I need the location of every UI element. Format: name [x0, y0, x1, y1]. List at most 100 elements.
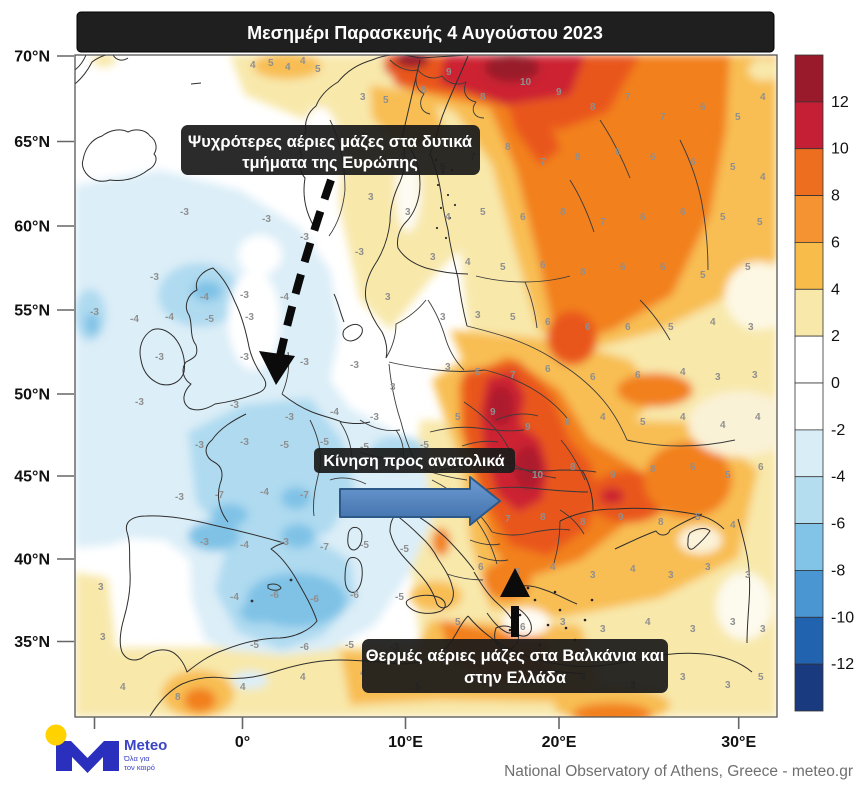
svg-text:7: 7 [510, 370, 516, 381]
svg-text:4: 4 [831, 281, 840, 298]
svg-text:5: 5 [700, 270, 706, 281]
svg-text:-6: -6 [310, 594, 319, 605]
svg-text:10: 10 [520, 77, 532, 88]
svg-text:-10: -10 [831, 609, 854, 626]
svg-text:3: 3 [430, 252, 436, 263]
svg-text:6: 6 [615, 147, 621, 158]
svg-text:3: 3 [668, 570, 674, 581]
svg-text:-6: -6 [300, 642, 309, 653]
svg-text:-3: -3 [240, 352, 249, 363]
svg-text:-4: -4 [260, 487, 269, 498]
svg-text:4: 4 [645, 617, 651, 628]
svg-text:-5: -5 [360, 540, 369, 551]
svg-text:70°N: 70°N [14, 49, 50, 66]
svg-text:7: 7 [505, 514, 511, 525]
svg-text:8: 8 [480, 92, 486, 103]
svg-text:3: 3 [745, 570, 751, 581]
svg-text:Ψυχρότερες αέριες μάζες στα δυ: Ψυχρότερες αέριες μάζες στα δυτικά [188, 133, 472, 151]
svg-text:5: 5 [268, 58, 274, 69]
svg-text:10: 10 [831, 141, 849, 158]
svg-text:6: 6 [650, 152, 656, 163]
svg-text:5: 5 [475, 367, 481, 378]
svg-text:6: 6 [478, 562, 484, 573]
svg-text:-3: -3 [350, 360, 359, 371]
svg-text:0°: 0° [235, 734, 250, 751]
svg-text:8: 8 [175, 692, 181, 703]
svg-text:-3: -3 [175, 492, 184, 503]
svg-text:5: 5 [757, 217, 763, 228]
svg-text:4: 4 [755, 412, 761, 423]
svg-text:4: 4 [240, 682, 246, 693]
svg-text:8: 8 [560, 207, 566, 218]
svg-text:50°N: 50°N [14, 387, 50, 404]
svg-text:-3: -3 [135, 397, 144, 408]
svg-text:-5: -5 [420, 440, 429, 451]
svg-text:τον καιρό: τον καιρό [124, 763, 155, 772]
svg-text:-4: -4 [280, 292, 289, 303]
svg-text:6: 6 [700, 102, 706, 113]
svg-text:-3: -3 [150, 272, 159, 283]
svg-text:3: 3 [405, 207, 411, 218]
svg-text:τμήματα της Ευρώπης: τμήματα της Ευρώπης [242, 154, 418, 172]
svg-text:8: 8 [540, 512, 546, 523]
svg-text:-4: -4 [330, 407, 339, 418]
svg-text:6: 6 [565, 417, 571, 428]
svg-text:-3: -3 [300, 232, 309, 243]
svg-text:6: 6 [545, 317, 551, 328]
svg-text:5: 5 [668, 322, 674, 333]
svg-text:-3: -3 [195, 440, 204, 451]
svg-text:5: 5 [725, 470, 731, 481]
svg-text:Θερμές αέριες μάζες στα Βαλκάν: Θερμές αέριες μάζες στα Βαλκάνια και [366, 647, 665, 665]
svg-text:6: 6 [620, 262, 626, 273]
svg-text:2: 2 [831, 328, 840, 345]
svg-text:12: 12 [831, 94, 849, 111]
svg-text:45°N: 45°N [14, 469, 50, 486]
svg-text:4: 4 [250, 60, 256, 71]
svg-text:-3: -3 [200, 537, 209, 548]
svg-text:3: 3 [760, 624, 766, 635]
svg-text:-5: -5 [395, 592, 404, 603]
svg-text:-3: -3 [240, 437, 249, 448]
svg-text:-5: -5 [205, 314, 214, 325]
svg-text:5: 5 [383, 95, 389, 106]
svg-text:-2: -2 [831, 422, 845, 439]
svg-text:-3: -3 [155, 352, 164, 363]
svg-text:5: 5 [695, 512, 701, 523]
svg-text:Μεσημέρι Παρασκευής 4 Αυγούστο: Μεσημέρι Παρασκευής 4 Αυγούστου 2023 [247, 23, 603, 43]
svg-text:6: 6 [520, 212, 526, 223]
svg-text:4: 4 [120, 682, 126, 693]
svg-text:-3: -3 [280, 537, 289, 548]
svg-text:3: 3 [690, 624, 696, 635]
svg-text:4: 4 [445, 212, 451, 223]
svg-text:6: 6 [545, 364, 551, 375]
svg-text:5: 5 [500, 262, 506, 273]
svg-text:-3: -3 [370, 412, 379, 423]
svg-text:4: 4 [465, 257, 471, 268]
svg-text:-12: -12 [831, 656, 854, 673]
svg-text:Κίνηση προς ανατολικά: Κίνηση προς ανατολικά [323, 453, 504, 470]
svg-text:9: 9 [525, 422, 531, 433]
svg-text:6: 6 [680, 207, 686, 218]
svg-text:3: 3 [715, 372, 721, 383]
svg-text:3: 3 [390, 382, 396, 393]
svg-text:4: 4 [630, 564, 636, 575]
svg-text:6: 6 [831, 234, 840, 251]
svg-text:6: 6 [625, 322, 631, 333]
svg-text:6: 6 [690, 157, 696, 168]
svg-text:3: 3 [368, 192, 374, 203]
svg-text:7: 7 [625, 92, 631, 103]
svg-text:3: 3 [730, 617, 736, 628]
svg-text:4: 4 [285, 62, 291, 73]
svg-text:8: 8 [650, 464, 656, 475]
svg-text:35°N: 35°N [14, 634, 50, 651]
svg-text:-4: -4 [240, 540, 249, 551]
svg-text:Meteo: Meteo [124, 737, 167, 754]
svg-text:40°N: 40°N [14, 552, 50, 569]
svg-text:-3: -3 [355, 247, 364, 258]
svg-text:-3: -3 [300, 357, 309, 368]
svg-text:-6: -6 [350, 590, 359, 601]
svg-text:-5: -5 [345, 640, 354, 651]
svg-text:3: 3 [705, 562, 711, 573]
svg-text:-7: -7 [215, 490, 224, 501]
svg-text:4: 4 [760, 172, 766, 183]
